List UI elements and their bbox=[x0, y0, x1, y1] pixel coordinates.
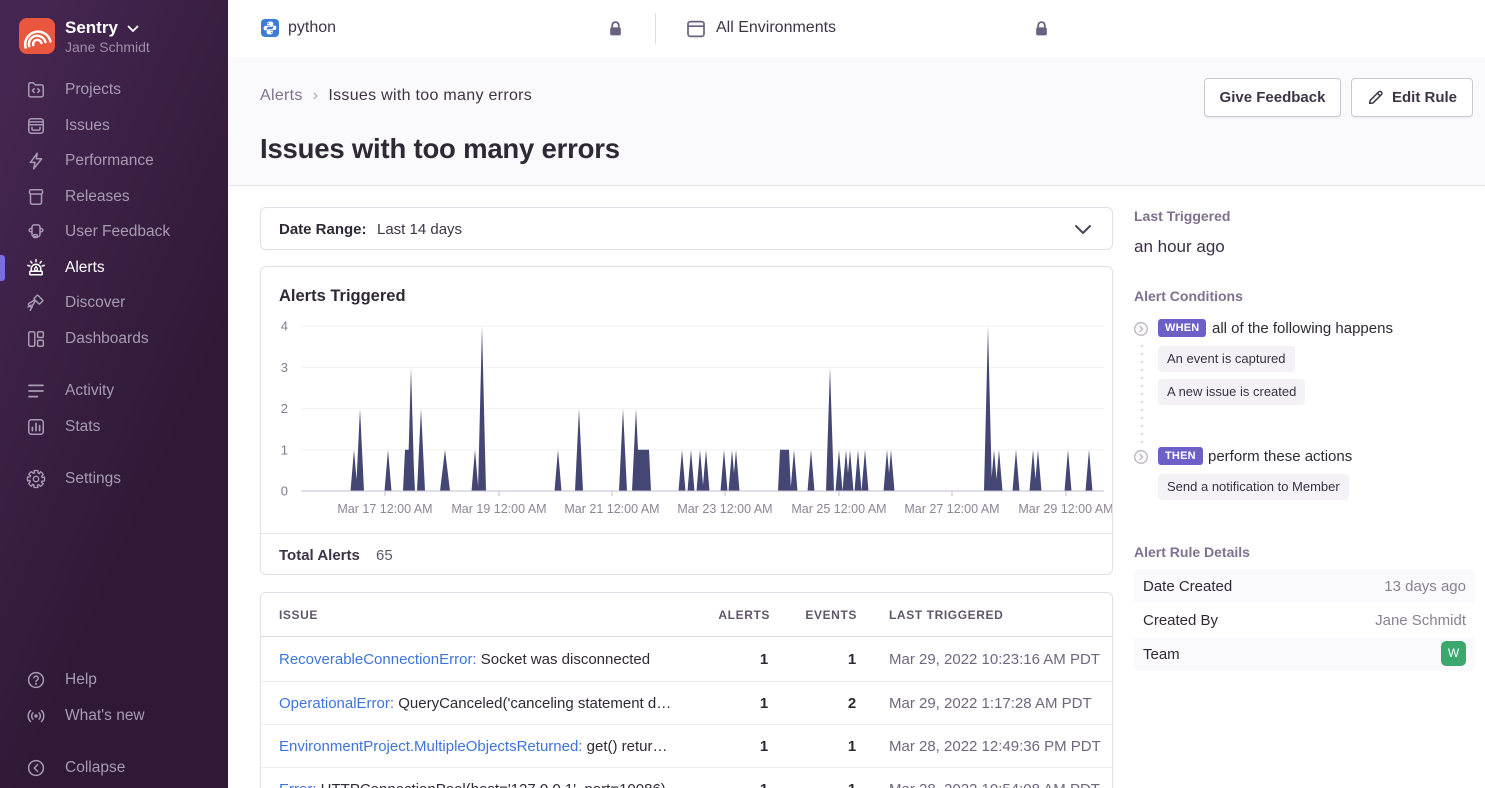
svg-text:Mar 17 12:00 AM: Mar 17 12:00 AM bbox=[337, 502, 432, 516]
svg-text:Mar 29 12:00 AM: Mar 29 12:00 AM bbox=[1018, 502, 1112, 516]
svg-text:Mar 27 12:00 AM: Mar 27 12:00 AM bbox=[904, 502, 999, 516]
svg-text:0: 0 bbox=[281, 484, 288, 499]
svg-text:Mar 21 12:00 AM: Mar 21 12:00 AM bbox=[564, 502, 659, 516]
svg-text:4: 4 bbox=[281, 319, 288, 334]
svg-text:Mar 25 12:00 AM: Mar 25 12:00 AM bbox=[791, 502, 886, 516]
svg-text:Mar 23 12:00 AM: Mar 23 12:00 AM bbox=[677, 502, 772, 516]
svg-text:2: 2 bbox=[281, 401, 288, 416]
svg-text:1: 1 bbox=[281, 442, 288, 457]
svg-text:3: 3 bbox=[281, 360, 288, 375]
svg-text:Mar 19 12:00 AM: Mar 19 12:00 AM bbox=[451, 502, 546, 516]
